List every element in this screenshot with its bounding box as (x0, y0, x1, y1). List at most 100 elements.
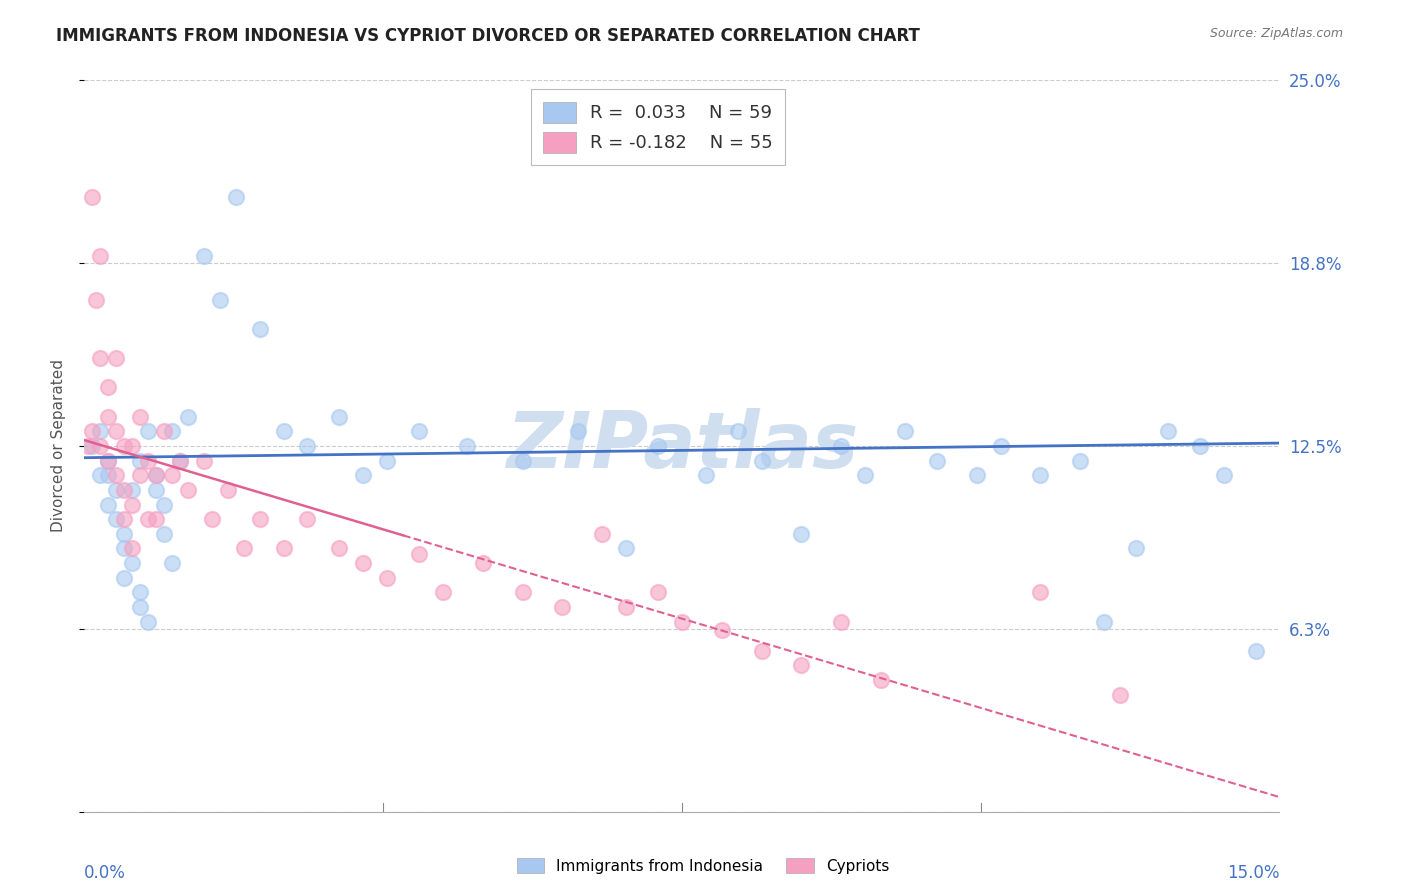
Point (328, 409, 350, 424)
Point (567, 425, 589, 439)
Point (966, 468, 988, 483)
Point (112, 512, 135, 526)
Point (456, 439, 478, 453)
Point (408, 425, 430, 439)
Point (710, 624, 733, 638)
Point (512, 585, 534, 599)
Point (129, 409, 152, 424)
Point (408, 547, 430, 561)
Point (160, 425, 183, 439)
Point (432, 585, 454, 599)
Point (1109, 688, 1132, 702)
Point (112, 541, 135, 556)
Point (97, 409, 120, 424)
Text: IMMIGRANTS FROM INDONESIA VS CYPRIOT DIVORCED OR SEPARATED CORRELATION CHART: IMMIGRANTS FROM INDONESIA VS CYPRIOT DIV… (56, 27, 920, 45)
Point (1125, 541, 1147, 556)
Point (647, 439, 669, 453)
Point (86, 293, 108, 307)
Point (169, 453, 191, 467)
Point (105, 483, 128, 497)
Point (105, 468, 128, 483)
Point (136, 615, 159, 629)
Point (352, 556, 374, 570)
Point (830, 615, 852, 629)
Point (1029, 468, 1052, 483)
Point (201, 512, 224, 526)
Point (82, 190, 104, 204)
Point (273, 541, 295, 556)
Point (136, 512, 159, 526)
Point (112, 526, 135, 541)
Point (89, 351, 111, 366)
Point (512, 453, 534, 467)
Point (121, 556, 143, 570)
Point (671, 615, 693, 629)
Point (97, 468, 120, 483)
Point (105, 512, 128, 526)
Point (217, 483, 239, 497)
Point (136, 453, 159, 467)
Point (1212, 468, 1234, 483)
Point (136, 425, 159, 439)
Point (89, 249, 111, 263)
Point (790, 658, 813, 673)
Point (990, 439, 1012, 453)
Point (727, 425, 749, 439)
Point (160, 556, 183, 570)
Text: 15.0%: 15.0% (1227, 864, 1279, 882)
Point (169, 453, 191, 467)
Point (1029, 585, 1052, 599)
Point (97, 380, 120, 394)
Point (105, 351, 128, 366)
Point (328, 541, 350, 556)
Point (97, 453, 120, 467)
Point (112, 483, 135, 497)
Point (129, 599, 152, 614)
Point (830, 439, 852, 453)
Point (153, 526, 176, 541)
Point (193, 453, 215, 467)
Point (153, 498, 176, 512)
Point (232, 541, 254, 556)
Legend: Immigrants from Indonesia, Cypriots: Immigrants from Indonesia, Cypriots (510, 852, 896, 880)
Point (145, 483, 167, 497)
Point (647, 585, 669, 599)
Point (82, 425, 104, 439)
Point (925, 453, 948, 467)
Point (853, 468, 876, 483)
Point (121, 541, 143, 556)
Point (89, 468, 111, 483)
Point (177, 409, 200, 424)
Point (751, 453, 773, 467)
Point (591, 526, 613, 541)
Point (89, 439, 111, 453)
Point (894, 425, 917, 439)
Point (751, 644, 773, 658)
Legend: R =  0.033    N = 59, R = -0.182    N = 55: R = 0.033 N = 59, R = -0.182 N = 55 (530, 89, 786, 165)
Point (77, 439, 100, 453)
Point (97, 453, 120, 467)
Point (105, 425, 128, 439)
Point (129, 585, 152, 599)
Point (121, 439, 143, 453)
Point (1188, 439, 1211, 453)
Point (89, 425, 111, 439)
Point (129, 453, 152, 467)
Point (249, 322, 271, 336)
Point (297, 512, 319, 526)
Point (870, 673, 893, 687)
Point (249, 512, 271, 526)
Point (297, 439, 319, 453)
Point (121, 483, 143, 497)
Point (352, 468, 374, 483)
Text: ZIPatlas: ZIPatlas (506, 408, 858, 484)
Point (145, 468, 167, 483)
Point (208, 293, 231, 307)
Point (1244, 644, 1267, 658)
Point (614, 541, 637, 556)
Point (145, 468, 167, 483)
Point (551, 599, 574, 614)
Point (1157, 425, 1180, 439)
Text: Source: ZipAtlas.com: Source: ZipAtlas.com (1209, 27, 1343, 40)
Point (273, 425, 295, 439)
